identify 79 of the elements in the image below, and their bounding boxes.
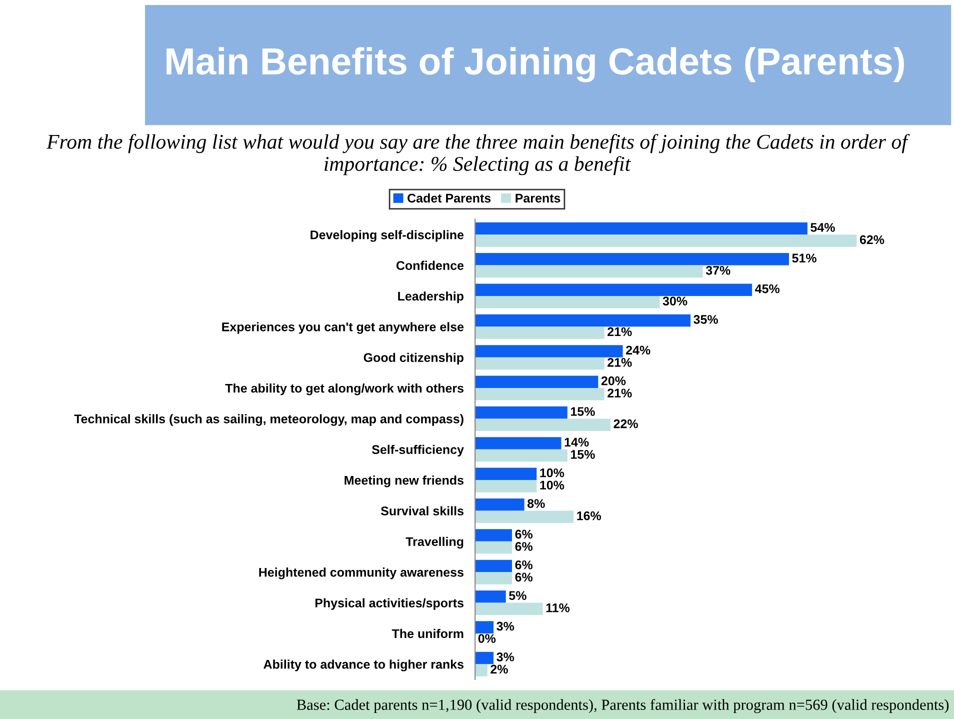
data-label: 20% (601, 376, 626, 386)
data-label: 15% (570, 450, 595, 459)
text: Base: Cadet parents n=1,190 (valid respondents), Parents familiar with program n=569 (valid respondents) (296, 699, 949, 714)
data-label: 35% (694, 315, 718, 324)
bar (475, 449, 568, 462)
data-label: 16% (577, 511, 602, 520)
data-label: 51% (792, 254, 816, 263)
data-label: 6% (515, 530, 533, 539)
data-label: 3% (496, 652, 514, 662)
y-tick-label: Good citizenship (364, 352, 464, 364)
y-tick-label: Developing self-discipline (310, 230, 464, 242)
y-tick-label: Confidence (396, 260, 464, 270)
bar (475, 222, 808, 235)
y-tick-label: Experiences you can't get anywhere else (222, 322, 464, 334)
data-label: 21% (608, 358, 632, 367)
bar (475, 560, 512, 572)
data-label: 0% (478, 634, 496, 643)
data-label: 10% (540, 480, 564, 490)
bar (475, 326, 604, 339)
bar (475, 234, 857, 247)
bar (475, 314, 691, 327)
bar (475, 253, 789, 266)
chart-subtitle: From the following list what would you say are the three main benefits of joining the Cadets in order of importance: % Selecting as a benefit (46, 134, 910, 176)
data-label: 24% (626, 346, 650, 355)
bar (475, 284, 752, 296)
bar (475, 572, 512, 584)
data-label: 14% (564, 438, 589, 447)
bar (475, 652, 494, 664)
chart-title: Main Benefits of Joining Cadets (Parents) (166, 47, 904, 82)
y-tick-label: Travelling (406, 536, 464, 549)
bar (475, 602, 543, 616)
data-label: 37% (706, 266, 730, 275)
legend-label: Cadet Parents (408, 193, 491, 203)
data-label: 22% (614, 419, 638, 428)
y-tick-label: Self-sufficiency (372, 444, 464, 456)
y-tick-label: Physical activities/sports (315, 598, 464, 610)
y-tick-label: Ability to advance to higher ranks (264, 660, 464, 672)
data-label: 15% (570, 407, 595, 416)
data-label: 3% (496, 622, 514, 631)
data-label: 2% (490, 664, 508, 674)
bar (475, 437, 562, 450)
bar (475, 406, 568, 419)
bar (475, 376, 598, 388)
data-label: 6% (515, 560, 533, 570)
bar (475, 498, 524, 511)
y-tick-label: The ability to get along/work with others (225, 383, 464, 396)
bar (475, 296, 660, 308)
data-label: 8% (528, 499, 545, 508)
bar (475, 265, 703, 278)
y-tick-label: The uniform (392, 628, 464, 638)
y-tick-label: Leadership (398, 291, 464, 304)
data-label: 11% (546, 603, 570, 612)
data-label: 30% (662, 296, 688, 306)
legend-label: Parents (516, 194, 560, 203)
bar (475, 541, 512, 554)
y-tick-label: Heightened community awareness (259, 568, 464, 580)
data-label: 21% (608, 327, 632, 336)
data-label: 54% (810, 223, 835, 232)
data-label: 5% (509, 591, 526, 600)
bar (475, 388, 604, 400)
bar (475, 510, 574, 523)
bar (475, 621, 494, 634)
bar (475, 480, 537, 492)
data-label: 10% (540, 468, 564, 478)
bar (475, 418, 610, 431)
data-label: 45% (755, 284, 780, 294)
bar (475, 357, 604, 370)
bar (475, 468, 537, 480)
bar (475, 529, 512, 542)
y-tick-label: Meeting new friends (344, 476, 464, 488)
data-label: 6% (515, 542, 533, 551)
data-label: 6% (515, 572, 533, 582)
data-label: 62% (860, 235, 884, 244)
y-tick-label: Survival skills (380, 506, 464, 516)
data-label: 21% (608, 388, 632, 398)
bar (475, 664, 488, 676)
y-tick-label: Technical skills (such as sailing, meteorology, map and compass) (74, 414, 464, 426)
bar (475, 345, 623, 358)
bar (475, 590, 506, 603)
